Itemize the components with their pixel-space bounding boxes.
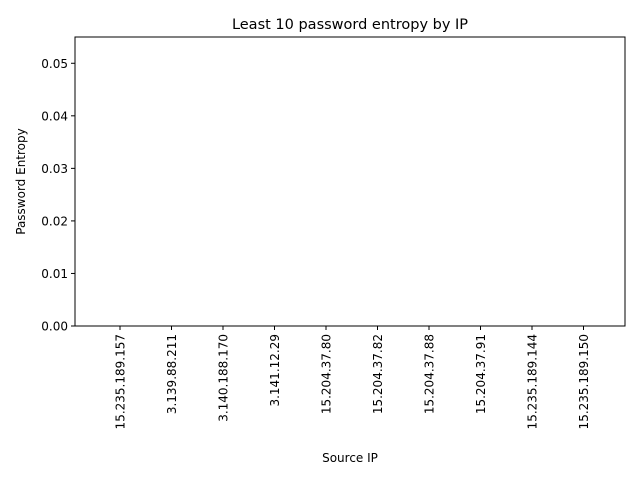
x-tick-label: 3.140.188.170 — [217, 334, 231, 422]
y-tick-label: 0.02 — [41, 214, 68, 228]
x-tick-label: 3.139.88.211 — [165, 334, 179, 414]
x-axis-title: Source IP — [322, 451, 378, 465]
x-tick-label: 15.235.189.150 — [577, 334, 591, 429]
x-tick-label: 15.235.189.157 — [114, 334, 128, 429]
y-tick-label: 0.01 — [41, 267, 68, 281]
y-tick-label: 0.04 — [41, 109, 68, 123]
x-tick-label: 15.204.37.82 — [371, 334, 385, 414]
y-axis-ticks: 0.00 0.01 0.02 0.03 0.04 0.05 — [41, 57, 75, 334]
y-axis-title: Password Entropy — [14, 128, 28, 235]
x-axis-ticks: 15.235.189.157 3.139.88.211 3.140.188.170 3… — [114, 326, 591, 429]
x-tick-label: 15.204.37.91 — [474, 334, 488, 414]
x-tick-label: 3.141.12.29 — [268, 334, 282, 407]
chart-title: Least 10 password entropy by IP — [232, 17, 468, 33]
y-tick-label: 0.05 — [41, 57, 68, 71]
plot-frame — [74, 36, 626, 327]
x-tick-label: 15.204.37.88 — [423, 334, 437, 414]
x-tick-label: 15.235.189.144 — [526, 334, 540, 429]
y-tick-label: 0.00 — [41, 320, 68, 334]
x-tick-label: 15.204.37.80 — [320, 334, 334, 414]
y-tick-label: 0.03 — [41, 162, 68, 176]
plot-area: 0.00 0.01 0.02 0.03 0.04 0.05 15.235.189.157 3… — [41, 36, 626, 429]
